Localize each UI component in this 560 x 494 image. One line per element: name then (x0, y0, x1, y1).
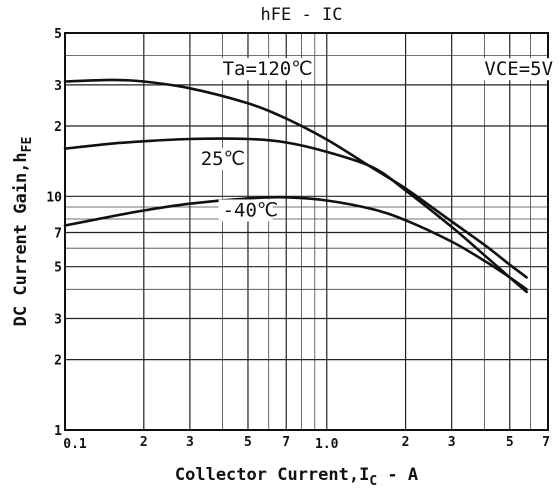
y-axis-label: DC Current Gain,hFE (11, 137, 35, 327)
x-tick-label: 5 (244, 435, 252, 450)
curves (63, 78, 528, 294)
x-tick-label: 0.1 (63, 437, 87, 452)
x-tick-label: 3 (186, 435, 194, 450)
annotation-background (480, 58, 558, 81)
y-tick-label: 1 (54, 424, 62, 439)
x-tick-label: 2 (402, 435, 410, 450)
plot-frame (64, 32, 549, 431)
x-tick-labels: 0.1 2 3 5 7 1.0 2 3 5 7 (63, 435, 550, 452)
x-tick-label: 2 (140, 435, 148, 450)
y-axis-label-main: DC Current Gain,h (11, 152, 31, 326)
x-tick-label: 7 (542, 435, 550, 450)
x-axis-label-suffix: - A (377, 465, 418, 485)
y-tick-labels: 1 2 3 5 7 10 2 3 5 (46, 27, 62, 439)
x-tick-label: 5 (506, 435, 514, 450)
x-tick-label: 3 (448, 435, 456, 450)
y-tick-label: 5 (54, 261, 62, 276)
y-tick-label: 3 (54, 313, 62, 328)
x-tick-label: 1.0 (315, 437, 339, 452)
annotation-background (218, 199, 273, 222)
grid (64, 32, 549, 431)
y-axis-label-sub: FE (20, 137, 35, 153)
annotation-label: -40℃ (223, 199, 279, 221)
x-axis-label: Collector Current,IC - A (175, 465, 418, 489)
y-tick-label: 10 (46, 190, 62, 205)
x-tick-label: 7 (282, 435, 290, 450)
y-tick-label: 3 (54, 79, 62, 94)
chart-title: hFE - IC (261, 5, 343, 25)
annotations: Ta=120℃ 25℃ -40℃ VCE=5V (196, 58, 558, 222)
annotation-background (196, 148, 240, 171)
series-line-3 (63, 195, 528, 291)
x-axis-label-main: Collector Current,I (175, 465, 369, 485)
annotation-background (218, 58, 308, 81)
series-line-2 (63, 137, 528, 294)
annotation-label: VCE=5V (484, 58, 553, 80)
annotation-label: Ta=120℃ (223, 58, 313, 80)
x-axis-label-sub: C (369, 474, 377, 489)
y-tick-label: 7 (54, 227, 62, 242)
y-tick-label: 5 (54, 27, 62, 42)
annotation-label: 25℃ (201, 148, 245, 170)
series-line-1 (63, 78, 528, 279)
y-tick-label: 2 (54, 120, 62, 135)
y-tick-label: 2 (54, 354, 62, 369)
